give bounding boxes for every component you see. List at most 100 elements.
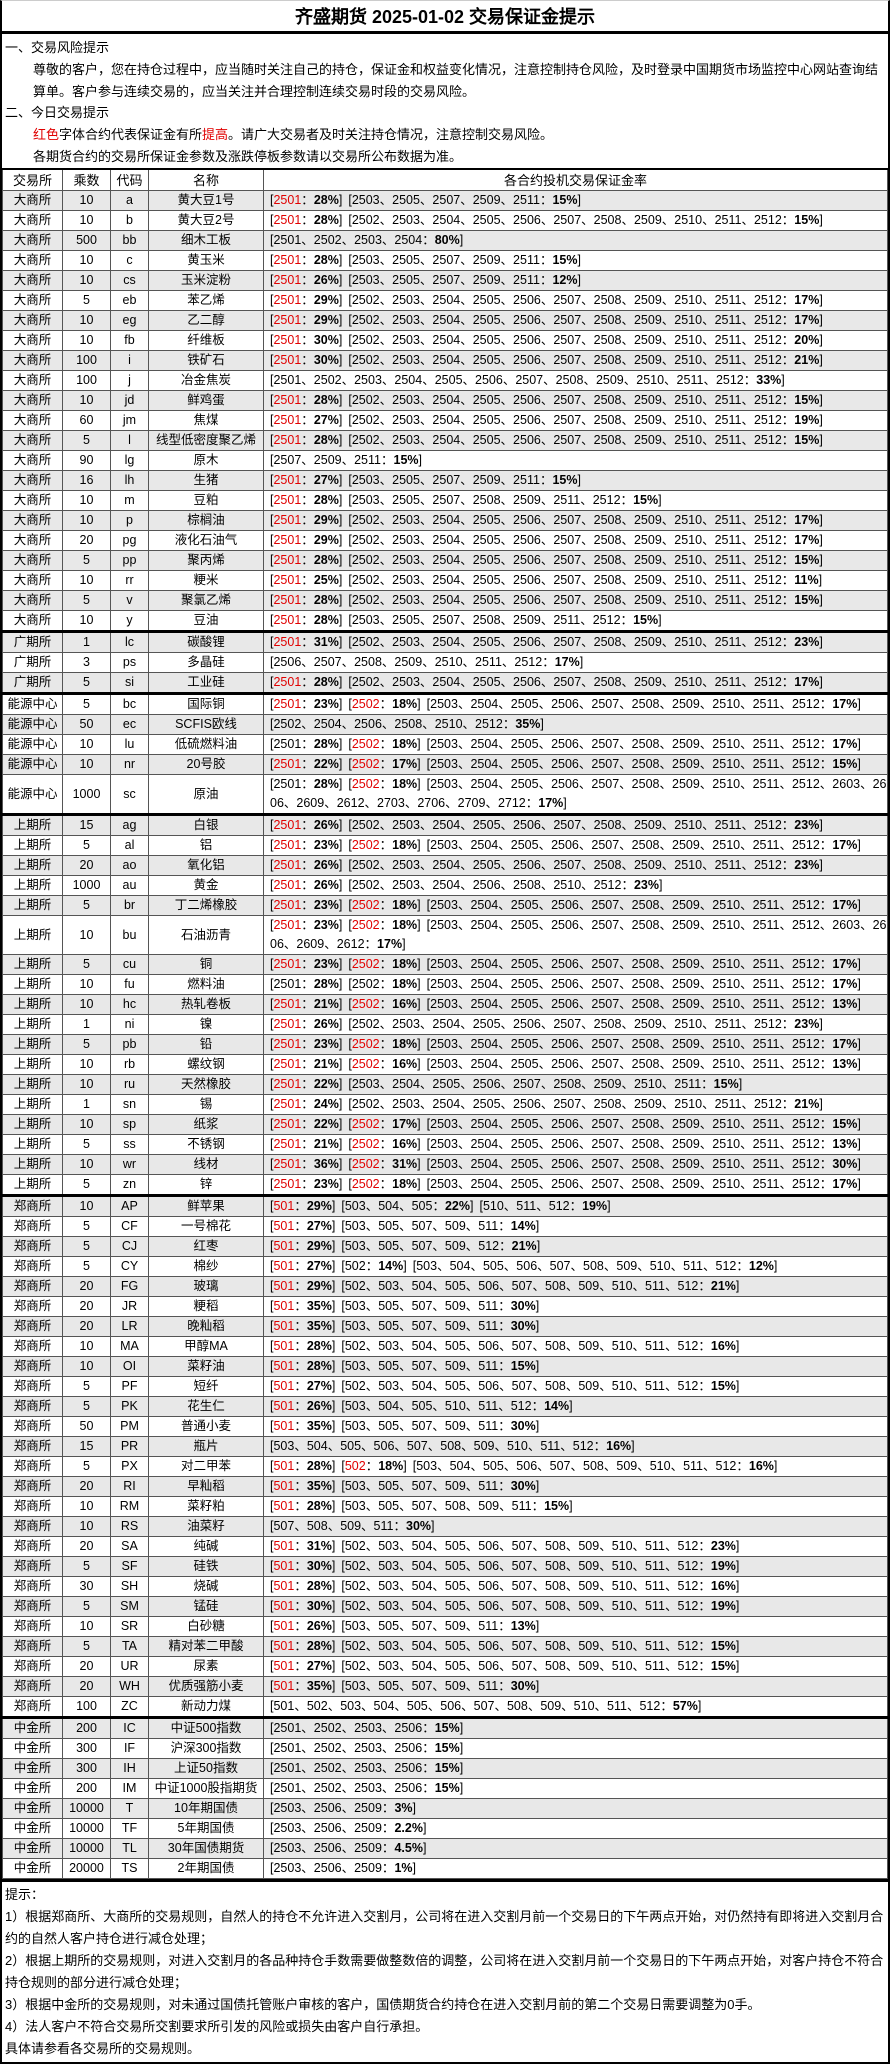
code-cell: wr — [110, 1154, 149, 1176]
code-cell: hc — [110, 994, 149, 1016]
name-cell: 尿素 — [148, 1656, 264, 1678]
contract-months: 501 — [273, 1539, 295, 1554]
legend-text-end: 。请广大交易者及时关注持仓情况，注意控制交易风险。 — [228, 127, 554, 143]
contract-months: 2501 — [273, 253, 302, 268]
rate-segment: [501：28%] — [270, 1339, 336, 1354]
multiplier-cell: 5 — [62, 430, 111, 452]
name-cell: 聚丙烯 — [148, 550, 264, 572]
name-cell: 晚籼稻 — [148, 1316, 264, 1338]
table-row: 中金所 300 IH 上证50指数 [2501、2502、2503、2506：15%] — [2, 1758, 888, 1780]
contract-months: 501 — [273, 1239, 295, 1254]
contract-months: 2501 — [273, 433, 302, 448]
contract-months: 2502、2503、2504、2505、2506、2507、2508、2509、… — [351, 858, 782, 873]
exchange-cell: 郑商所 — [2, 1556, 63, 1578]
margin-rate-value: 27% — [306, 1259, 332, 1274]
table-row: 中金所 10000 T 10年期国债 [2503、2506、2509：3%] — [2, 1798, 888, 1820]
name-cell: 优质强筋小麦 — [148, 1676, 264, 1698]
multiplier-cell: 20 — [62, 1296, 111, 1318]
multiplier-cell: 16 — [62, 470, 111, 492]
code-cell: m — [110, 490, 149, 512]
code-cell: lh — [110, 470, 149, 492]
table-row: 大商所 10 eg 乙二醇 [2501：29%] [2502、2503、2504、2505… — [2, 310, 888, 332]
margin-rate-cell: [501、502、503、504、505、506、507、508、509、510… — [263, 1696, 888, 1719]
rate-segment: [2501：36%] — [270, 1157, 343, 1172]
contract-months: 2506、2507、2508、2509、2510、2511、2512 — [273, 655, 543, 670]
margin-rate-value: 29% — [306, 1279, 332, 1294]
rate-segment: [2501：28%] — [270, 977, 343, 992]
rate-segment: [2502、2503、2504、2505、2506、2507、2508、2509… — [348, 1017, 823, 1032]
exchange-cell: 大商所 — [2, 270, 63, 292]
contract-months: 2501、2502、2503、2506 — [273, 1781, 423, 1796]
table-row: 郑商所 10 AP 鲜苹果 [501：29%] [503、504、505：22%] [510… — [2, 1194, 888, 1218]
code-cell: a — [110, 190, 149, 212]
contract-months: 2502 — [351, 918, 380, 933]
table-row: 上期所 10 rb 螺纹钢 [2501：21%] [2502：16%] [2503、2504… — [2, 1054, 888, 1076]
name-cell: 碳酸锂 — [148, 630, 264, 654]
multiplier-cell: 10 — [62, 330, 111, 352]
code-cell: PF — [110, 1376, 149, 1398]
table-row: 郑商所 15 PR 瓶片 [503、504、505、506、507、508、509、51… — [2, 1436, 888, 1458]
multiplier-cell: 5 — [62, 1636, 111, 1658]
exchange-cell: 郑商所 — [2, 1396, 63, 1418]
code-cell: IM — [110, 1778, 149, 1800]
rate-segment: [2501：26%] — [270, 878, 343, 893]
code-cell: bu — [110, 915, 149, 956]
margin-rate-value: 23% — [313, 957, 339, 972]
contract-months: 2501 — [273, 697, 302, 712]
table-row: 上期所 5 al 铝 [2501：23%] [2502：18%] [2503、2504、25… — [2, 835, 888, 857]
margin-rate-value: 15% — [832, 1117, 858, 1132]
margin-rate-value: 28% — [313, 593, 339, 608]
margin-rate-value: 28% — [313, 393, 339, 408]
rate-segment: [2503、2506、2509：3%] — [270, 1801, 416, 1816]
multiplier-cell: 10 — [62, 1074, 111, 1096]
contract-months: 2502、2503、2504、2505、2506、2507、2508、2509、… — [351, 333, 782, 348]
margin-rate-cell: [2507、2509、2511：15%] — [263, 450, 888, 472]
margin-rate-cell: [2501：28%] [2503、2505、2507、2509、2511：15%] — [263, 190, 888, 212]
code-cell: pg — [110, 530, 149, 552]
rate-segment: [2501：27%] — [270, 473, 343, 488]
exchange-cell: 郑商所 — [2, 1456, 63, 1478]
rate-segment: [2502、2503、2504、2505、2506、2507、2508、2509… — [348, 533, 823, 548]
table-row: 中金所 10000 TL 30年国债期货 [2503、2506、2509：4.5%] — [2, 1838, 888, 1860]
margin-rate-value: 15% — [794, 593, 820, 608]
margin-rate-value: 17% — [832, 737, 858, 752]
table-row: 郑商所 20 FG 玻璃 [501：29%] [502、503、504、505、506、5… — [2, 1276, 888, 1298]
rate-segment: [2501、2502、2503、2504、2505、2506、2507、2508… — [270, 373, 785, 388]
rate-segment: [2501：28%] — [270, 613, 343, 628]
contract-months: 501 — [273, 1559, 295, 1574]
table-row: 大商所 5 l 线型低密度聚乙烯 [2501：28%] [2502、2503、2504、2… — [2, 430, 888, 452]
table-row: 郑商所 5 PF 短纤 [501：27%] [502、503、504、505、506、50… — [2, 1376, 888, 1398]
rate-segment: [502、503、504、505、506、507、508、509、510、511… — [341, 1659, 740, 1674]
multiplier-cell: 10000 — [62, 1838, 111, 1860]
name-cell: 对二甲苯 — [148, 1456, 264, 1478]
name-cell: 国际铜 — [148, 692, 264, 716]
contract-months: 503、504、505、506、507、508、509、510、511、512 — [416, 1259, 737, 1274]
contract-months: 2503、2506、2509 — [273, 1861, 382, 1876]
name-cell: 新动力煤 — [148, 1696, 264, 1719]
exchange-cell: 中金所 — [2, 1818, 63, 1840]
exchange-cell: 大商所 — [2, 530, 63, 552]
name-cell: 螺纹钢 — [148, 1054, 264, 1076]
exchange-cell: 郑商所 — [2, 1656, 63, 1678]
multiplier-cell: 1 — [62, 1094, 111, 1116]
tip-item: 2）根据上期所的交易规则，对进入交割月的各品种持仓手数需要做整数倍的调整，公司将… — [5, 1953, 884, 1991]
contract-months: 2501 — [273, 878, 302, 893]
contract-months: 502、503、504、505、506、507、508、509、510、511、… — [344, 1339, 699, 1354]
code-cell: RI — [110, 1476, 149, 1498]
multiplier-cell: 5 — [62, 954, 111, 976]
margin-rate-value: 15% — [794, 213, 820, 228]
header-multiplier: 乘数 — [62, 168, 111, 192]
margin-rate-value: 17% — [832, 1177, 858, 1192]
contract-months: 2503、2506、2509 — [273, 1841, 382, 1856]
margin-rate-cell: [501：29%] [503、504、505：22%] [510、511、512：1… — [263, 1194, 888, 1218]
contract-months: 2501 — [273, 1157, 302, 1172]
rate-segment: [2501：28%] — [270, 553, 343, 568]
table-row: 广期所 5 si 工业硅 [2501：28%] [2502、2503、2504、2505、… — [2, 672, 888, 695]
rate-segment: [501：28%] — [270, 1579, 336, 1594]
name-cell: 线型低密度聚乙烯 — [148, 430, 264, 452]
margin-rate-cell: [2501：26%] [2503、2505、2507、2509、2511：12%] — [263, 270, 888, 292]
contract-months: 2501 — [273, 313, 302, 328]
rate-segment: [2502：18%] — [348, 1177, 421, 1192]
margin-rate-cell: [501：35%] [503、505、507、509、511：30%] — [263, 1676, 888, 1698]
contract-months: 2501 — [273, 613, 302, 628]
